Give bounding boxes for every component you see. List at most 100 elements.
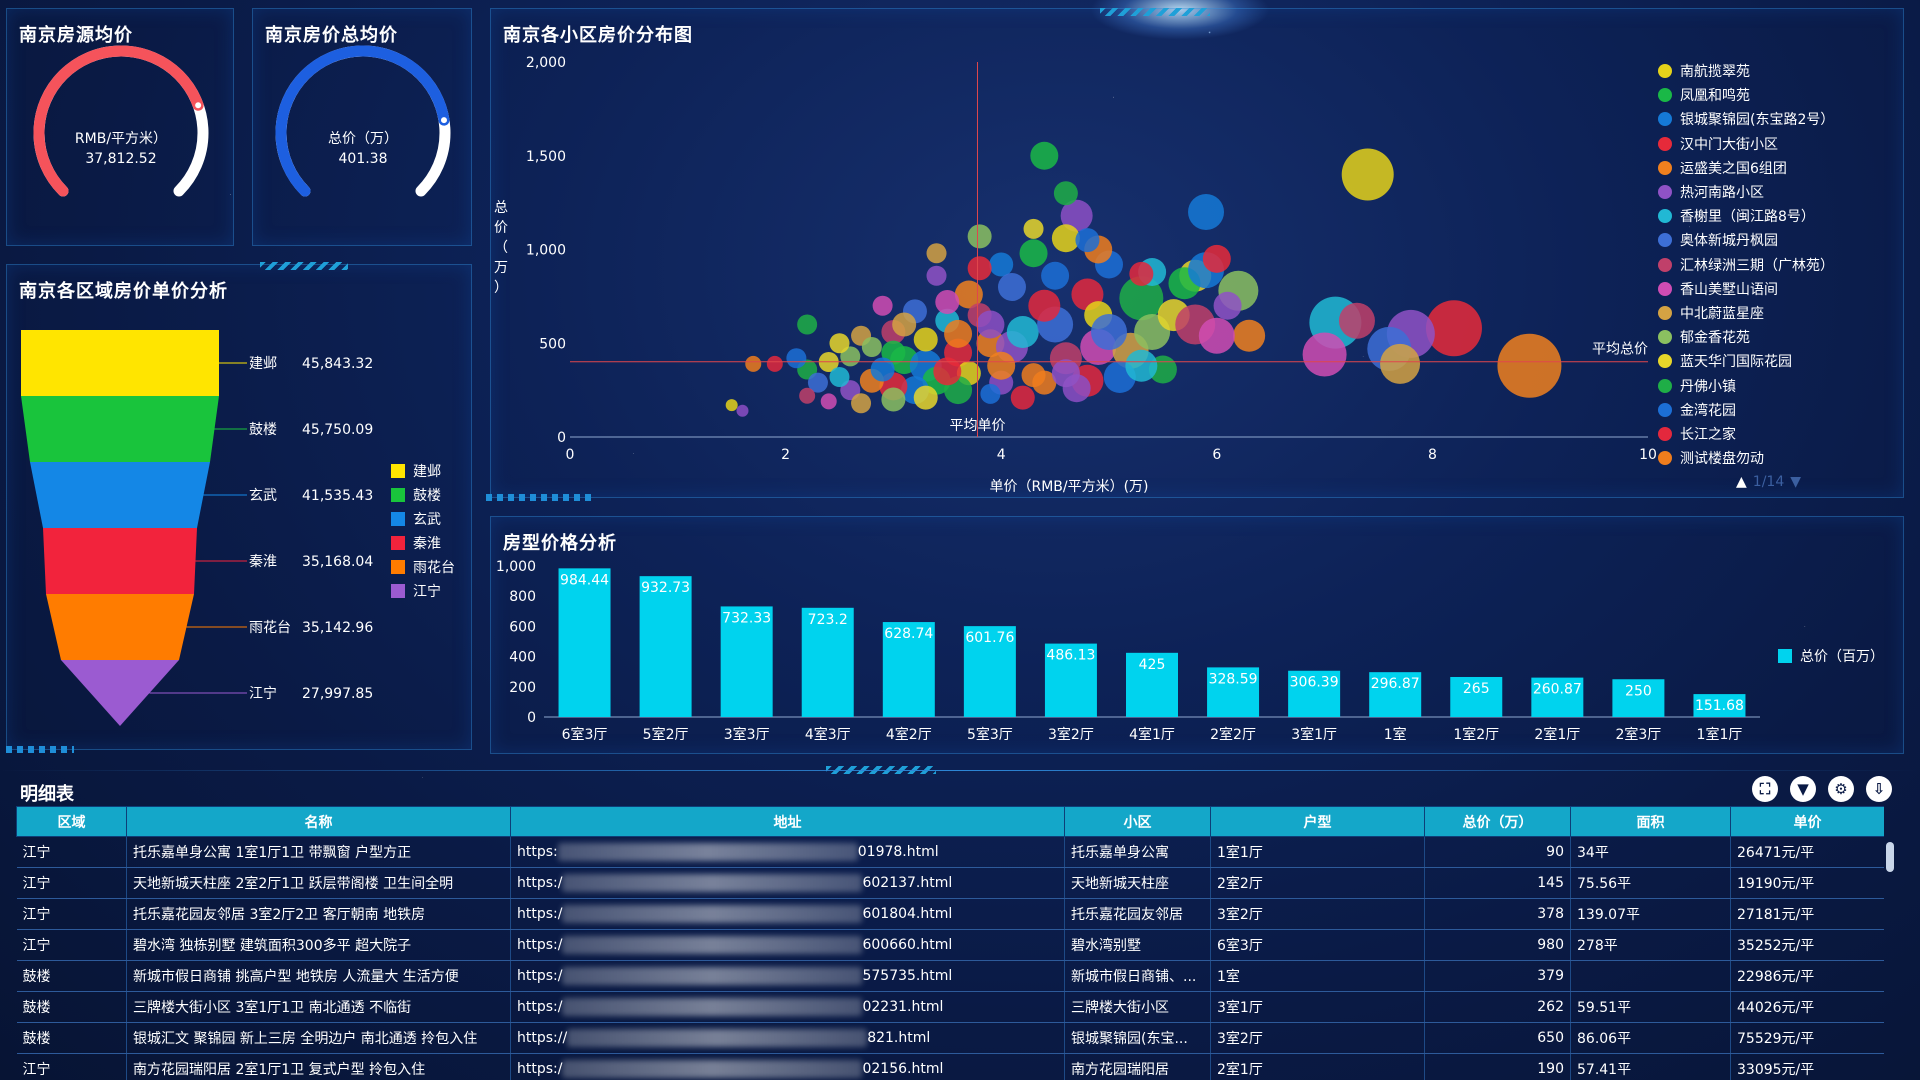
cell-area: 鼓楼 xyxy=(16,991,127,1023)
scatter-legend-item[interactable]: 热河南路小区 xyxy=(1658,182,1764,202)
scatter-legend-item[interactable]: 郁金香花苑 xyxy=(1658,327,1750,347)
funnel-legend-item[interactable]: 玄武 xyxy=(391,509,441,529)
table-scrollbar[interactable] xyxy=(1886,842,1894,872)
legend-label: 长江之家 xyxy=(1680,427,1736,443)
y-tick-label: 0 xyxy=(557,430,566,446)
scatter-legend-item[interactable]: 蓝天华门国际花园 xyxy=(1658,351,1792,371)
column-header[interactable]: 面积 xyxy=(1570,806,1731,837)
table-row[interactable]: 江宁 南方花园瑞阳居 2室1厅1卫 复式户型 拎包入住 https:/ 02156.h… xyxy=(16,1053,1884,1080)
funnel-value: 41,535.43 xyxy=(302,488,373,504)
scatter-point xyxy=(829,333,850,354)
scatter-point xyxy=(1006,316,1039,348)
pager-down-icon[interactable]: ▼ xyxy=(1790,474,1802,490)
funnel-label: 秦淮 xyxy=(249,554,277,570)
scatter-point xyxy=(1425,300,1482,357)
scatter-point xyxy=(736,404,749,417)
scatter-point xyxy=(913,327,938,352)
legend-dot xyxy=(1658,64,1672,78)
scatter-legend-item[interactable]: 香山美墅山语间 xyxy=(1658,279,1778,299)
funnel-legend-item[interactable]: 鼓楼 xyxy=(391,485,441,505)
cell-community: 托乐嘉花园友邻居 xyxy=(1064,898,1211,930)
legend-dot xyxy=(1658,306,1672,320)
y-tick-label: 200 xyxy=(509,680,536,696)
legend-label: 丹佛小镇 xyxy=(1680,378,1736,395)
table-row[interactable]: 江宁 托乐嘉花园友邻居 3室2厅2卫 客厅朝南 地铁房 https:/ 601804.… xyxy=(16,898,1884,930)
table-row[interactable]: 鼓楼 新城市假日商铺 挑高户型 地铁房 人流量大 生活方便 https:/ 57573… xyxy=(16,960,1884,992)
cell-address: https:/ 601804.html xyxy=(510,898,1065,930)
scatter-legend-item[interactable]: 丹佛小镇 xyxy=(1658,376,1736,396)
scatter-legend-item[interactable]: 长江之家 xyxy=(1658,424,1736,444)
legend-label: 热河南路小区 xyxy=(1680,185,1764,201)
table-row[interactable]: 鼓楼 银城汇文 聚锦园 新上三房 全明边户 南北通透 拎包入住 https:// 82… xyxy=(16,1022,1884,1054)
funnel-legend-item[interactable]: 建邺 xyxy=(391,461,441,481)
x-tick-label: 0 xyxy=(566,447,575,463)
x-tick-label: 3室2厅 xyxy=(1048,726,1094,743)
total-price-gauge xyxy=(275,45,451,197)
y-tick-label: 1,000 xyxy=(496,559,536,575)
legend-pager: ▲ 1/14 ▼ xyxy=(1736,474,1801,490)
y-tick-label: 600 xyxy=(509,619,536,635)
cell-area-size: 75.56平 xyxy=(1570,867,1731,899)
export-icon[interactable]: ⇩ xyxy=(1866,776,1892,802)
district-funnel-chart: 建邺 45,843.32 鼓楼 45,750.09 玄武 41,535.43 秦淮 35,16… xyxy=(21,330,373,726)
scatter-legend-item[interactable]: 运盛美之国6组团 xyxy=(1658,158,1787,178)
scatter-point xyxy=(820,393,837,410)
legend-dot xyxy=(1658,160,1672,175)
funnel-legend-item[interactable]: 雨花台 xyxy=(391,557,455,577)
legend-swatch xyxy=(1778,649,1792,663)
column-header[interactable]: 总价（万） xyxy=(1424,806,1571,837)
scatter-legend-item[interactable]: 南航揽翠苑 xyxy=(1658,61,1750,81)
scatter-legend-item[interactable]: 汉中门大街小区 xyxy=(1658,134,1778,154)
column-header[interactable]: 户型 xyxy=(1210,806,1425,837)
fullscreen-icon[interactable]: ⛶ xyxy=(1752,776,1778,802)
pager-up-icon[interactable]: ▲ xyxy=(1736,474,1747,490)
column-header[interactable]: 区域 xyxy=(16,806,127,837)
bar-value-label: 732.33 xyxy=(722,610,771,626)
legend-label: 雨花台 xyxy=(413,560,455,576)
column-header[interactable]: 名称 xyxy=(126,806,511,837)
scatter-legend-item[interactable]: 凤凰和鸣苑 xyxy=(1658,85,1750,105)
bar xyxy=(1693,694,1746,717)
scatter-legend-item[interactable]: 测试楼盘勿动 xyxy=(1658,448,1764,468)
x-tick-label: 5室2厅 xyxy=(643,726,689,743)
scatter-legend-item[interactable]: 奥体新城丹枫园 xyxy=(1658,230,1778,250)
table-row[interactable]: 江宁 托乐嘉单身公寓 1室1厅1卫 带飘窗 户型方正 https: 01978.htm… xyxy=(16,836,1884,868)
column-header[interactable]: 地址 xyxy=(510,806,1065,837)
bar-value-label: 151.68 xyxy=(1695,698,1744,714)
scatter-point xyxy=(1091,314,1127,350)
cell-community: 托乐嘉单身公寓 xyxy=(1064,836,1211,868)
column-header[interactable]: 小区 xyxy=(1064,806,1211,837)
scatter-legend-item[interactable]: 中北蔚蓝星座 xyxy=(1658,303,1764,323)
gauge-unit: 总价（万） xyxy=(328,131,398,147)
table-row[interactable]: 江宁 碧水湾 独栋别墅 建筑面积300多平 超大院子 https:/ 600660.h… xyxy=(16,929,1884,961)
scatter-legend-item[interactable]: 银城聚锦园(东宝路2号） xyxy=(1658,109,1834,129)
cell-total-price: 90 xyxy=(1424,836,1571,868)
scatter-legend-item[interactable]: 香榭里（闽江路8号） xyxy=(1658,206,1815,226)
cell-unit-price: 33095元/平 xyxy=(1730,1053,1884,1080)
address-prefix: https:/ xyxy=(517,875,563,891)
filter-icon[interactable]: ▼ xyxy=(1790,776,1816,802)
settings-icon[interactable]: ⚙ xyxy=(1828,776,1854,802)
legend-dot xyxy=(1658,354,1672,369)
legend-label: 测试楼盘勿动 xyxy=(1680,451,1764,468)
funnel-legend-item[interactable]: 江宁 xyxy=(391,581,441,601)
cell-area: 江宁 xyxy=(16,1053,127,1080)
cell-layout: 3室2厅 xyxy=(1210,1022,1425,1054)
funnel-legend-item[interactable]: 秦淮 xyxy=(391,533,441,553)
table-row[interactable]: 鼓楼 三牌楼大街小区 3室1厅1卫 南北通透 不临街 https:/ 02231.ht… xyxy=(16,991,1884,1023)
x-tick-label: 8 xyxy=(1428,447,1437,463)
scatter-point xyxy=(989,252,1014,277)
scatter-point xyxy=(1053,181,1078,206)
x-axis-label: 单价（RMB/平方米）(万) xyxy=(989,479,1148,495)
column-header[interactable]: 单价 xyxy=(1730,806,1884,837)
cell-address: https: 01978.html xyxy=(510,836,1065,868)
table-row[interactable]: 江宁 天地新城天柱座 2室2厅1卫 跃层带阁楼 卫生间全明 https:/ 60213… xyxy=(16,867,1884,899)
cell-community: 新城市假日商铺、... xyxy=(1064,960,1211,992)
funnel-segment-3 xyxy=(30,462,210,528)
cell-area: 鼓楼 xyxy=(16,960,127,992)
y-tick-label: 400 xyxy=(509,650,536,666)
bar-value-label: 984.44 xyxy=(560,572,609,588)
legend-swatch xyxy=(391,464,405,478)
scatter-legend-item[interactable]: 汇林绿洲三期（广林苑） xyxy=(1658,255,1834,275)
scatter-legend-item[interactable]: 金湾花园 xyxy=(1658,400,1736,420)
